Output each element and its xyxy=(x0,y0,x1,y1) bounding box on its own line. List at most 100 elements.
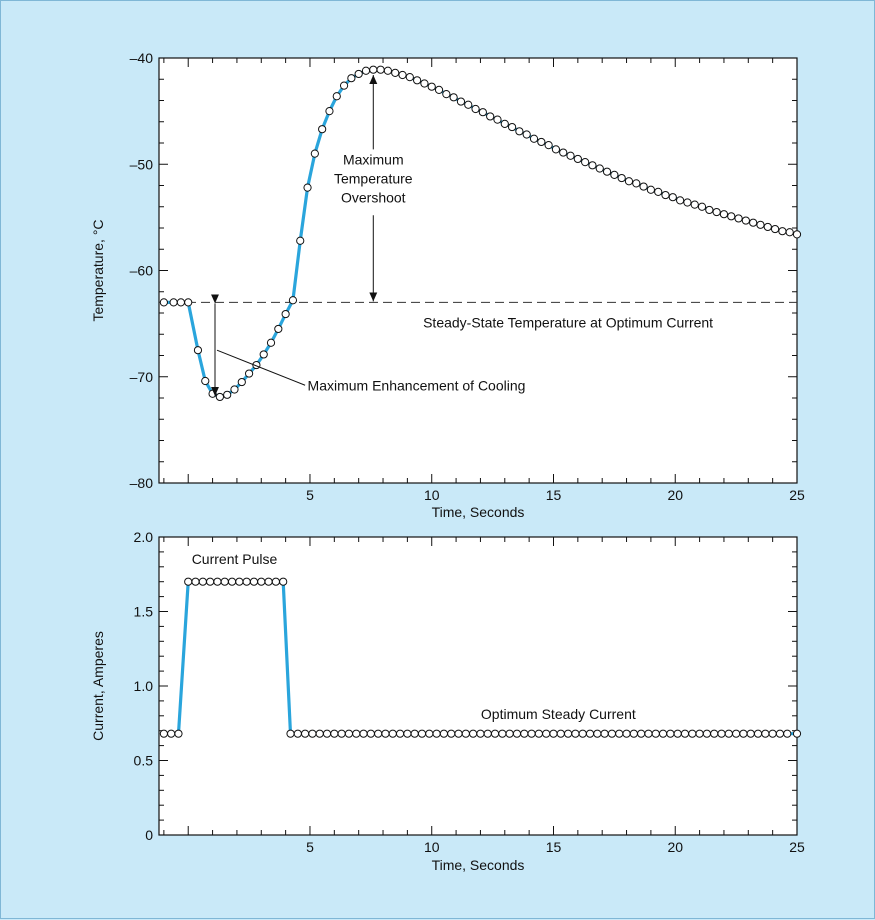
y-tick-label: –50 xyxy=(130,156,154,172)
data-point xyxy=(403,729,412,738)
data-point xyxy=(352,729,361,738)
data-point xyxy=(206,577,215,586)
data-point xyxy=(688,729,697,738)
x-tick-label: 20 xyxy=(667,487,683,503)
y-axis-title: Current, Amperes xyxy=(90,631,106,741)
data-point xyxy=(651,729,660,738)
data-point xyxy=(266,338,276,347)
data-point xyxy=(288,296,298,305)
data-point xyxy=(615,729,624,738)
data-point xyxy=(602,167,612,176)
data-point xyxy=(792,729,802,738)
data-point xyxy=(303,183,312,192)
data-point xyxy=(442,90,451,99)
data-point xyxy=(223,390,232,399)
data-point xyxy=(296,236,305,245)
data-point xyxy=(739,729,748,738)
optimum-current-label: Optimum Steady Current xyxy=(481,706,636,722)
data-point xyxy=(322,729,332,738)
data-point xyxy=(610,170,619,179)
overshoot-label-line: Maximum xyxy=(343,151,404,167)
data-point xyxy=(427,82,436,91)
data-point xyxy=(456,97,466,106)
x-tick-label: 15 xyxy=(546,839,562,855)
data-point xyxy=(770,224,780,234)
data-point xyxy=(159,298,168,307)
data-point xyxy=(746,729,755,738)
data-point xyxy=(464,100,473,109)
data-point xyxy=(668,193,677,202)
data-point xyxy=(727,212,736,221)
data-point xyxy=(432,729,441,738)
data-point xyxy=(410,729,419,738)
y-tick-label: 1.5 xyxy=(134,604,154,620)
data-point xyxy=(573,154,582,164)
data-point xyxy=(237,377,246,387)
y-tick-label: 0.5 xyxy=(134,753,154,769)
data-point xyxy=(734,214,743,223)
data-point xyxy=(534,729,543,738)
data-point xyxy=(425,729,434,738)
data-point xyxy=(193,346,203,355)
data-point xyxy=(673,729,682,738)
data-point xyxy=(654,187,663,196)
data-point xyxy=(600,729,609,738)
data-point xyxy=(658,729,668,738)
data-point xyxy=(529,134,539,143)
data-point xyxy=(286,729,295,738)
x-tick-label: 5 xyxy=(306,487,314,503)
data-point xyxy=(244,369,254,378)
data-point xyxy=(417,729,427,738)
data-point xyxy=(551,145,561,154)
data-point xyxy=(666,729,675,738)
data-point xyxy=(242,577,251,586)
data-point xyxy=(366,729,375,738)
data-point xyxy=(542,729,551,738)
data-point xyxy=(622,729,631,738)
data-point xyxy=(301,729,310,738)
data-point xyxy=(690,200,699,209)
data-point xyxy=(279,577,288,586)
data-point xyxy=(710,729,719,738)
data-point xyxy=(761,729,770,738)
y-axis-title: Temperature, °C xyxy=(90,219,106,321)
data-point xyxy=(391,68,400,77)
data-point xyxy=(783,729,792,738)
steady-state-label: Steady-State Temperature at Optimum Curr… xyxy=(423,314,713,330)
data-point xyxy=(695,729,704,738)
data-point xyxy=(741,216,750,225)
data-point xyxy=(213,577,222,586)
data-point xyxy=(167,729,176,738)
x-axis-title: Time, Seconds xyxy=(432,857,525,873)
data-point xyxy=(537,137,546,147)
data-point xyxy=(512,729,522,738)
data-point xyxy=(257,577,266,586)
data-point xyxy=(486,112,495,121)
data-point xyxy=(359,729,368,738)
data-point xyxy=(702,729,712,738)
data-point xyxy=(753,729,763,738)
data-point xyxy=(566,151,575,160)
data-point xyxy=(220,577,229,586)
overshoot-label-line: Temperature xyxy=(334,170,413,186)
data-point xyxy=(369,65,378,74)
data-point xyxy=(705,205,714,215)
data-point xyxy=(578,729,587,738)
data-point xyxy=(644,729,653,738)
data-point xyxy=(637,729,646,738)
data-point xyxy=(471,104,480,114)
data-point xyxy=(215,392,224,402)
data-point xyxy=(413,76,422,85)
data-point xyxy=(697,202,707,211)
data-point xyxy=(732,729,741,738)
data-point xyxy=(719,210,729,219)
y-tick-label: –70 xyxy=(130,369,154,385)
data-point xyxy=(607,729,617,738)
data-point xyxy=(201,376,210,386)
data-point xyxy=(556,729,565,738)
cooling-leader-line xyxy=(216,349,306,386)
x-tick-label: 25 xyxy=(789,839,805,855)
data-point xyxy=(281,309,290,319)
data-point xyxy=(330,729,339,738)
